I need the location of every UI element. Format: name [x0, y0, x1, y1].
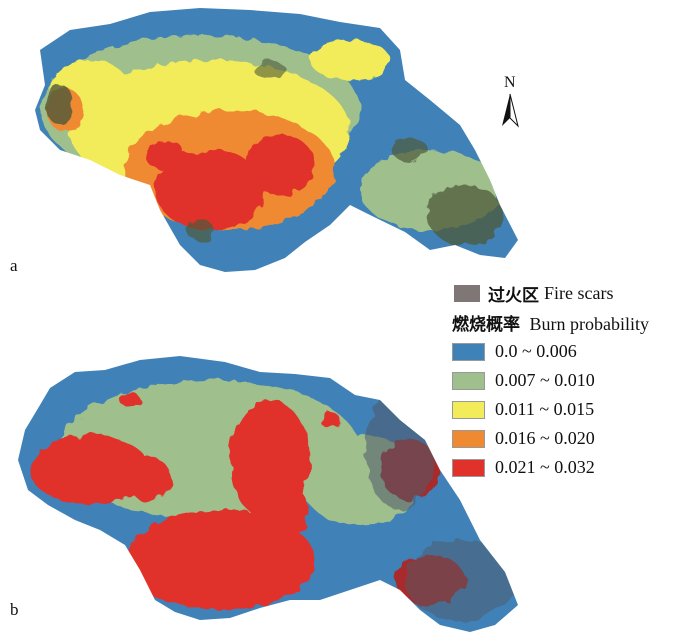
legend-class-1: 0.0 ~ 0.006 — [452, 337, 698, 366]
legend-swatch-4 — [452, 429, 485, 448]
legend-class-label-2: 0.007 ~ 0.010 — [495, 370, 595, 390]
north-arrow: N — [497, 74, 527, 134]
legend-swatch-2 — [452, 371, 485, 390]
legend-title: 燃烧概率 Burn probability — [452, 310, 698, 335]
legend-swatch-5 — [452, 458, 485, 477]
legend-class-3: 0.011 ~ 0.015 — [452, 395, 698, 424]
fire-scars-label-en: Fire scars — [544, 282, 614, 303]
legend: 过火区 Fire scars 燃烧概率 Burn probability 0.0… — [452, 282, 698, 482]
legend-class-5: 0.021 ~ 0.032 — [452, 453, 698, 482]
legend-class-label-1: 0.0 ~ 0.006 — [495, 341, 577, 361]
legend-class-4: 0.016 ~ 0.020 — [452, 424, 698, 453]
legend-class-label-5: 0.021 ~ 0.032 — [495, 457, 595, 477]
legend-title-en: Burn probability — [529, 314, 650, 334]
north-arrow-icon — [502, 93, 519, 128]
fire-scars-label-cn: 过火区 — [488, 285, 539, 306]
panel-label-a: a — [10, 256, 18, 275]
legend-class-label-4: 0.016 ~ 0.020 — [495, 428, 595, 448]
north-letter: N — [504, 74, 516, 91]
legend-title-cn: 燃烧概率 — [452, 315, 520, 335]
panel-label-b: b — [10, 600, 19, 619]
legend-swatch-1 — [452, 342, 485, 361]
legend-class-2: 0.007 ~ 0.010 — [452, 366, 698, 395]
legend-swatch-3 — [452, 400, 485, 419]
legend-fire-scars: 过火区 Fire scars — [452, 282, 698, 306]
legend-class-label-3: 0.011 ~ 0.015 — [495, 399, 595, 419]
fire-scars-swatch — [454, 284, 480, 302]
